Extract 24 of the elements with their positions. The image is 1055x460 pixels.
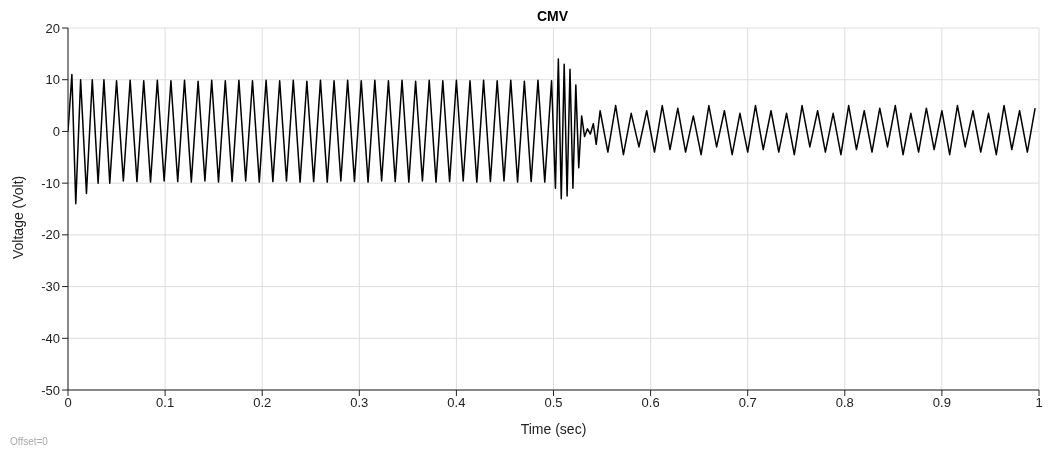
- y-tick-label: -20: [41, 227, 60, 243]
- x-tick-label: 0.5: [544, 395, 563, 411]
- x-tick-label: 0.3: [350, 395, 369, 411]
- x-tick-label: 0.2: [253, 395, 272, 411]
- x-tick-label: 0.9: [932, 395, 951, 411]
- y-tick-label: 0: [52, 124, 60, 140]
- x-tick-label: 0: [64, 395, 72, 411]
- x-tick-label: 1: [1035, 395, 1043, 411]
- line-series: [68, 58, 1036, 205]
- y-tick-label: -40: [41, 330, 60, 346]
- chart-title: CMV: [536, 8, 569, 24]
- text: Offset=0: [10, 436, 48, 447]
- y-axis-title: Voltage (Volt): [9, 175, 26, 259]
- y-tick-label: 20: [45, 20, 60, 36]
- y-tick-label: -10: [41, 175, 60, 191]
- y-tick-label: 10: [45, 72, 60, 88]
- x-tick-label: 0.7: [738, 395, 757, 411]
- y-tick-label: -30: [41, 279, 60, 295]
- x-axis-title: Time (sec): [520, 421, 587, 437]
- x-tick-label: 0.6: [641, 395, 660, 411]
- y-tick-label: -50: [41, 382, 60, 398]
- x-tick-label: 0.8: [835, 395, 854, 411]
- x-tick-label: 0.1: [156, 395, 175, 411]
- x-tick-label: 0.4: [447, 395, 466, 411]
